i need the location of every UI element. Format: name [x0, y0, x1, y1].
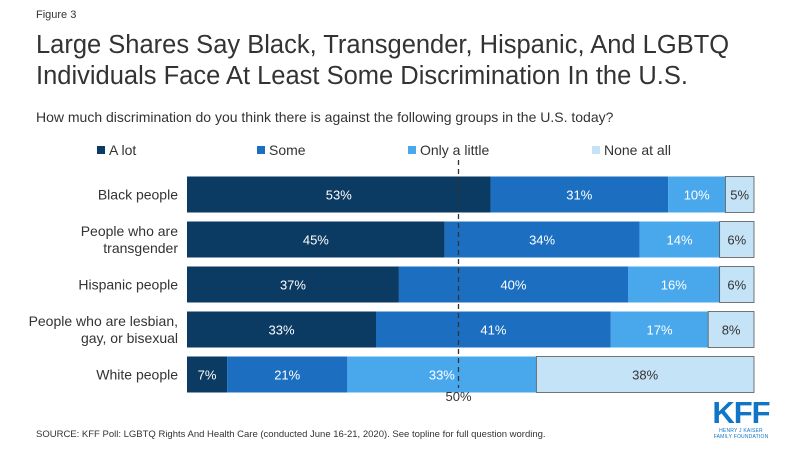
category-label: transgender: [103, 240, 178, 256]
data-label: 14%: [667, 233, 693, 248]
legend-item-none-at-all: None at all: [592, 142, 671, 158]
legend: A lot Some Only a little None at all: [0, 142, 800, 160]
category-label: White people: [96, 367, 178, 383]
category-label: People who are: [81, 223, 179, 239]
legend-swatch-some: [257, 146, 265, 154]
legend-item-a-lot: A lot: [97, 142, 136, 158]
category-label: Hispanic people: [78, 277, 178, 293]
bar-segment: [187, 221, 445, 258]
data-label: 31%: [566, 188, 592, 203]
legend-label-a-lot: A lot: [109, 142, 137, 158]
bar-segment: [187, 176, 491, 213]
data-label: 16%: [661, 278, 687, 293]
legend-item-only-a-little: Only a little: [408, 142, 489, 158]
bar-segment: [535, 356, 755, 393]
data-label: 41%: [480, 323, 506, 338]
category-label: People who are lesbian,: [29, 313, 178, 329]
data-label: 34%: [529, 233, 555, 248]
bar-segment: [398, 266, 628, 303]
bar-segment: [719, 266, 755, 303]
source-note: SOURCE: KFF Poll: LGBTQ Rights And Healt…: [36, 429, 546, 440]
chart-title: Large Shares Say Black, Transgender, His…: [36, 31, 730, 90]
data-label: 7%: [198, 368, 217, 383]
data-label: 17%: [646, 323, 672, 338]
bar-segment: [719, 221, 755, 258]
bar-segment: [187, 311, 376, 348]
logo-line-2: FAMILY FOUNDATION: [713, 434, 769, 440]
bar-segment: [628, 266, 720, 303]
data-label: 33%: [268, 323, 294, 338]
legend-label-none-at-all: None at all: [604, 142, 671, 158]
data-label: 38%: [632, 368, 658, 383]
legend-label-some: Some: [269, 142, 306, 158]
bar-segment: [187, 266, 399, 303]
chart-subtitle: How much discrimination do you think the…: [36, 109, 614, 125]
bar-segment: [347, 356, 537, 393]
bar-segment: [610, 311, 709, 348]
data-label: 33%: [429, 368, 455, 383]
figure-label: Figure 3: [36, 9, 77, 21]
kff-logo: KFF HENRY J KAISER FAMILY FOUNDATION: [708, 395, 774, 440]
data-label: 6%: [727, 278, 746, 293]
legend-swatch-only-a-little: [408, 146, 416, 154]
data-label: 53%: [326, 188, 352, 203]
legend-item-some: Some: [257, 142, 306, 158]
legend-swatch-none-at-all: [592, 146, 600, 154]
category-label: Black people: [98, 187, 178, 203]
logo-mark: KFF: [712, 395, 770, 430]
bar-segment: [707, 311, 755, 348]
data-label: 45%: [303, 233, 329, 248]
bar-segment: [376, 311, 611, 348]
data-label: 37%: [280, 278, 306, 293]
data-label: 21%: [274, 368, 300, 383]
bar-segment: [724, 176, 755, 213]
bar-segment: [187, 356, 228, 393]
data-label: 10%: [684, 188, 710, 203]
legend-swatch-a-lot: [97, 146, 105, 154]
data-label: 5%: [730, 188, 749, 203]
legend-label-only-a-little: Only a little: [420, 142, 490, 158]
bar-segment: [639, 221, 720, 258]
bar-segment: [668, 176, 726, 213]
data-label: 6%: [727, 233, 746, 248]
data-label: 40%: [500, 278, 526, 293]
reference-line-label: 50%: [445, 389, 471, 404]
bar-segment: [444, 221, 640, 258]
bar-segment: [490, 176, 669, 213]
data-label: 8%: [722, 323, 741, 338]
bar-segment: [227, 356, 348, 393]
category-label: gay, or bisexual: [81, 330, 178, 346]
logo-line-1: HENRY J KAISER: [719, 428, 763, 434]
